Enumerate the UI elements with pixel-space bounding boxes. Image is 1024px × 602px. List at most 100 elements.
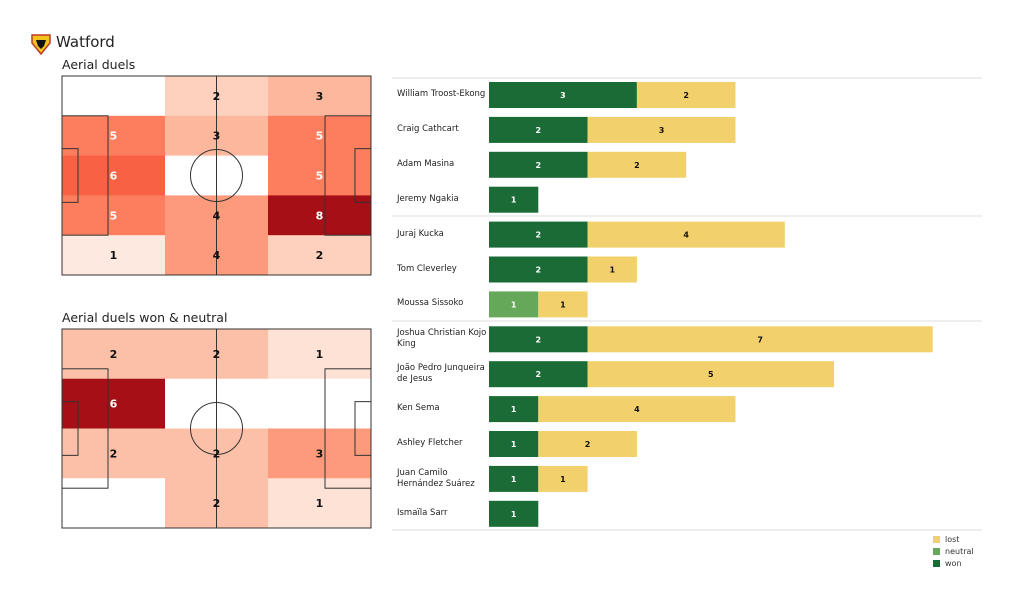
pitch-heatmap-won-neutral: 2 2 1 6 2 2 3 2 1	[61, 328, 372, 529]
bar-lost	[538, 465, 588, 492]
player-name: Ken Sema	[397, 403, 440, 414]
legend-neutral: neutral	[933, 547, 974, 556]
heatmap-cell-label: 3	[316, 90, 324, 103]
bar-won	[489, 465, 539, 492]
goal-box-right	[354, 148, 372, 203]
bar-won	[489, 326, 588, 353]
bar-won	[489, 256, 588, 283]
bar-label-won: 1	[511, 405, 517, 414]
heatmap-cell-label: 5	[316, 170, 324, 183]
heatmap-cell	[62, 478, 166, 529]
bar-lost	[587, 361, 835, 388]
heatmap-cell	[62, 155, 166, 196]
heatmap-cell-label: 1	[316, 348, 324, 361]
bar-label-won: 2	[536, 266, 542, 275]
bar-won	[489, 500, 539, 527]
heatmap-cell-label: 4	[213, 209, 221, 222]
bar-label-lost: 7	[757, 335, 763, 344]
pitch-heatmap-aerial-duels: 2 3 5 3 5 6 5 5 4 8 1 4 2	[61, 75, 372, 276]
player-name: William Troost-Ekong	[397, 89, 486, 99]
bar-label-lost: 5	[708, 370, 714, 379]
bar-lost	[538, 396, 736, 423]
goal-box-right	[354, 401, 372, 456]
bar-won	[489, 361, 588, 388]
heatmap-cell-label: 2	[110, 348, 118, 361]
player-name: João Pedro Junqueira de Jesus	[397, 363, 485, 385]
bar-won	[489, 151, 588, 178]
heatmap-cell	[62, 428, 166, 479]
player-name: Tom Cleverley	[397, 263, 457, 274]
player-bar-chart: 3 22 32 212 42 11 12 72 51 41 21 11	[392, 77, 982, 531]
bar-lost	[587, 326, 933, 353]
bar-lost	[587, 221, 785, 248]
player-name: Juan Camilo Hernández Suárez	[397, 467, 475, 489]
heatmap-cell-label: 1	[110, 249, 118, 262]
heatmap-cell-label: 4	[213, 249, 221, 262]
heatmap-cell	[62, 76, 166, 117]
heatmap-cell-label: 3	[213, 130, 221, 143]
bar-won	[489, 116, 588, 143]
bar-won	[489, 221, 588, 248]
bar-label-won: 2	[536, 231, 542, 240]
heatmap-cell	[268, 478, 372, 529]
bar-label-neutral: 1	[511, 300, 517, 309]
heatmap-cell	[268, 155, 372, 196]
bar-neutral	[489, 291, 539, 318]
heatmap-cell-label: 2	[110, 447, 118, 460]
bar-label-lost: 2	[585, 440, 591, 449]
goal-box-left	[61, 148, 79, 203]
bar-won	[489, 82, 637, 108]
bar-label-won: 1	[511, 475, 517, 484]
heatmap-cell-label: 8	[316, 209, 324, 222]
bar-label-lost: 2	[634, 161, 640, 170]
heatmap-cell-label: 2	[213, 447, 221, 460]
bar-label-won: 3	[560, 91, 566, 100]
heatmap-cell-label: 6	[110, 398, 118, 411]
heatmap-cell	[268, 76, 372, 117]
heatmap-cell	[268, 195, 372, 236]
bar-label-lost: 3	[659, 126, 665, 135]
heatmap-cell	[268, 428, 372, 479]
heatmap-cell-label: 2	[213, 90, 221, 103]
heatmap-title-aerial-duels: Aerial duels	[62, 57, 136, 72]
bar-lost	[636, 82, 736, 108]
bar-won	[489, 431, 539, 457]
heatmap-cell-label: 3	[316, 447, 324, 460]
bar-label-lost: 2	[683, 91, 689, 100]
player-name: Moussa Sissoko	[397, 298, 464, 309]
bar-won	[489, 396, 539, 423]
bar-lost	[587, 256, 637, 283]
heatmap-cell	[268, 329, 372, 380]
bar-label-won: 2	[536, 370, 542, 379]
bar-won	[489, 186, 539, 213]
heatmap-cell	[268, 115, 372, 157]
bar-lost	[587, 116, 736, 143]
bar-label-won: 1	[511, 510, 517, 519]
heatmap-cell-label: 5	[110, 130, 118, 143]
heatmap-cell	[62, 329, 166, 380]
heatmap-cell-label: 2	[213, 348, 221, 361]
heatmap-title-won-neutral: Aerial duels won & neutral	[62, 310, 228, 325]
player-name: Joshua Christian Kojo King	[397, 328, 487, 350]
heatmap-cell	[62, 115, 166, 157]
heatmap-cell	[62, 378, 166, 429]
bar-lost	[538, 431, 637, 457]
team-name: Watford	[56, 33, 115, 51]
bar-label-lost: 1	[609, 266, 615, 275]
center-circle	[190, 149, 243, 202]
player-name: Juraj Kucka	[397, 228, 444, 239]
heatmap-cell	[268, 235, 372, 276]
player-name: Ashley Fletcher	[397, 438, 463, 448]
bar-label-lost: 4	[634, 405, 640, 414]
heatmap-cell-label: 1	[316, 497, 324, 510]
heatmap-cell	[62, 195, 166, 236]
player-name: Jeremy Ngakia	[397, 193, 459, 204]
center-circle	[190, 402, 243, 455]
bar-label-won: 1	[511, 196, 517, 205]
watford-crest-logo	[31, 34, 51, 55]
bar-label-lost: 1	[560, 475, 566, 484]
heatmap-cell-label: 6	[110, 170, 118, 183]
heatmap-cell	[268, 378, 372, 429]
bar-label-won: 2	[536, 335, 542, 344]
